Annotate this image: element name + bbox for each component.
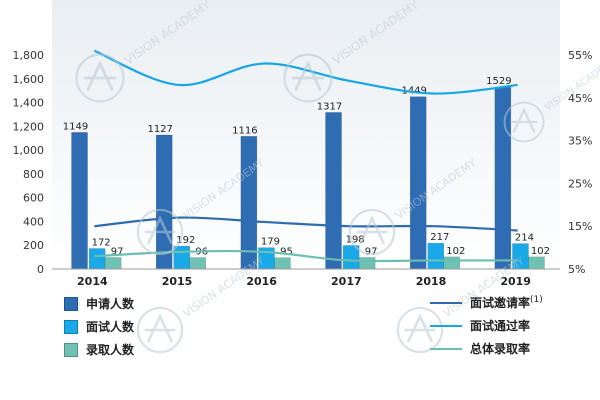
bar-2-2015 bbox=[189, 257, 207, 270]
bar-value-label: 172 bbox=[92, 238, 111, 249]
bar-0-2019 bbox=[494, 86, 512, 270]
bar-2-2014 bbox=[104, 257, 122, 270]
bar-2-2016 bbox=[274, 257, 291, 270]
bar-1-2015 bbox=[173, 245, 191, 270]
left-axis-tick-label: 200 bbox=[23, 239, 44, 252]
watermark-circle bbox=[503, 101, 545, 143]
right-axis-tick-label: 25% bbox=[568, 177, 592, 190]
right-axis-tick-label: 5% bbox=[568, 263, 585, 276]
left-axis-tick-label: 1,800 bbox=[13, 49, 45, 62]
bar-value-label: 1127 bbox=[147, 124, 172, 135]
bar-value-label: 102 bbox=[446, 246, 465, 257]
bar-1-2018 bbox=[427, 242, 445, 270]
watermark-a-glyph bbox=[356, 215, 388, 245]
bar-2-2017 bbox=[358, 257, 376, 270]
x-axis-tick-label: 2014 bbox=[77, 275, 108, 288]
watermark-a-glyph bbox=[83, 60, 117, 92]
left-axis-tick-label: 1,200 bbox=[13, 120, 45, 133]
right-axis-tick-label: 35% bbox=[568, 135, 592, 148]
bar-0-2014 bbox=[71, 132, 88, 270]
left-axis-tick-label: 1,000 bbox=[13, 144, 45, 157]
left-axis-tick-label: 400 bbox=[23, 215, 44, 228]
bar-value-label: 192 bbox=[176, 235, 195, 246]
watermark-circle bbox=[136, 306, 184, 354]
bar-value-label: 97 bbox=[111, 246, 124, 257]
bar-value-label: 217 bbox=[430, 232, 449, 243]
bar-value-label: 97 bbox=[365, 246, 378, 257]
right-axis-tick-label: 15% bbox=[568, 220, 592, 233]
bar-2-2018 bbox=[443, 256, 461, 270]
bar-0-2018 bbox=[409, 96, 427, 270]
x-axis-tick-label: 2015 bbox=[162, 275, 193, 288]
left-axis-tick-label: 1,600 bbox=[13, 73, 45, 86]
watermark-a-glyph bbox=[144, 313, 176, 343]
bar-0-2017 bbox=[325, 112, 342, 270]
bar-value-label: 1149 bbox=[63, 121, 88, 132]
bar-value-label: 102 bbox=[531, 246, 550, 257]
x-axis-tick-label: 2017 bbox=[331, 275, 362, 288]
watermark-a-glyph bbox=[291, 60, 325, 92]
right-axis-tick-label: 55% bbox=[568, 49, 592, 62]
watermark-circle bbox=[136, 208, 184, 256]
bar-value-label: 1529 bbox=[486, 76, 511, 87]
watermark-circle bbox=[283, 53, 333, 103]
watermark-circle bbox=[396, 306, 444, 354]
watermark-circle bbox=[348, 208, 396, 256]
bar-value-label: 214 bbox=[515, 233, 534, 244]
line-series-0 bbox=[94, 216, 518, 232]
watermark-a-glyph bbox=[510, 107, 538, 133]
bar-value-label: 179 bbox=[261, 237, 280, 248]
left-axis-tick-label: 0 bbox=[37, 263, 44, 276]
left-axis-tick-label: 600 bbox=[23, 192, 44, 205]
bar-1-2014 bbox=[88, 248, 106, 270]
watermark-a-glyph bbox=[404, 313, 436, 343]
watermark-a-glyph bbox=[144, 215, 176, 245]
bar-value-label: 1116 bbox=[232, 125, 257, 136]
x-axis-tick-label: 2018 bbox=[416, 275, 447, 288]
bar-value-label: 1317 bbox=[317, 101, 342, 112]
watermark-circle bbox=[75, 53, 125, 103]
x-axis-tick-label: 2019 bbox=[500, 275, 531, 288]
x-axis-tick-label: 2016 bbox=[246, 275, 277, 288]
left-axis-tick-label: 800 bbox=[23, 168, 44, 181]
bar-2-2019 bbox=[528, 256, 545, 270]
bar-0-2015 bbox=[155, 134, 173, 270]
right-axis-tick-label: 45% bbox=[568, 92, 592, 105]
bar-value-label: 198 bbox=[346, 234, 365, 245]
left-axis-tick-label: 1,400 bbox=[13, 97, 45, 110]
bar-value-label: 95 bbox=[280, 247, 293, 258]
bar-0-2016 bbox=[240, 136, 258, 270]
